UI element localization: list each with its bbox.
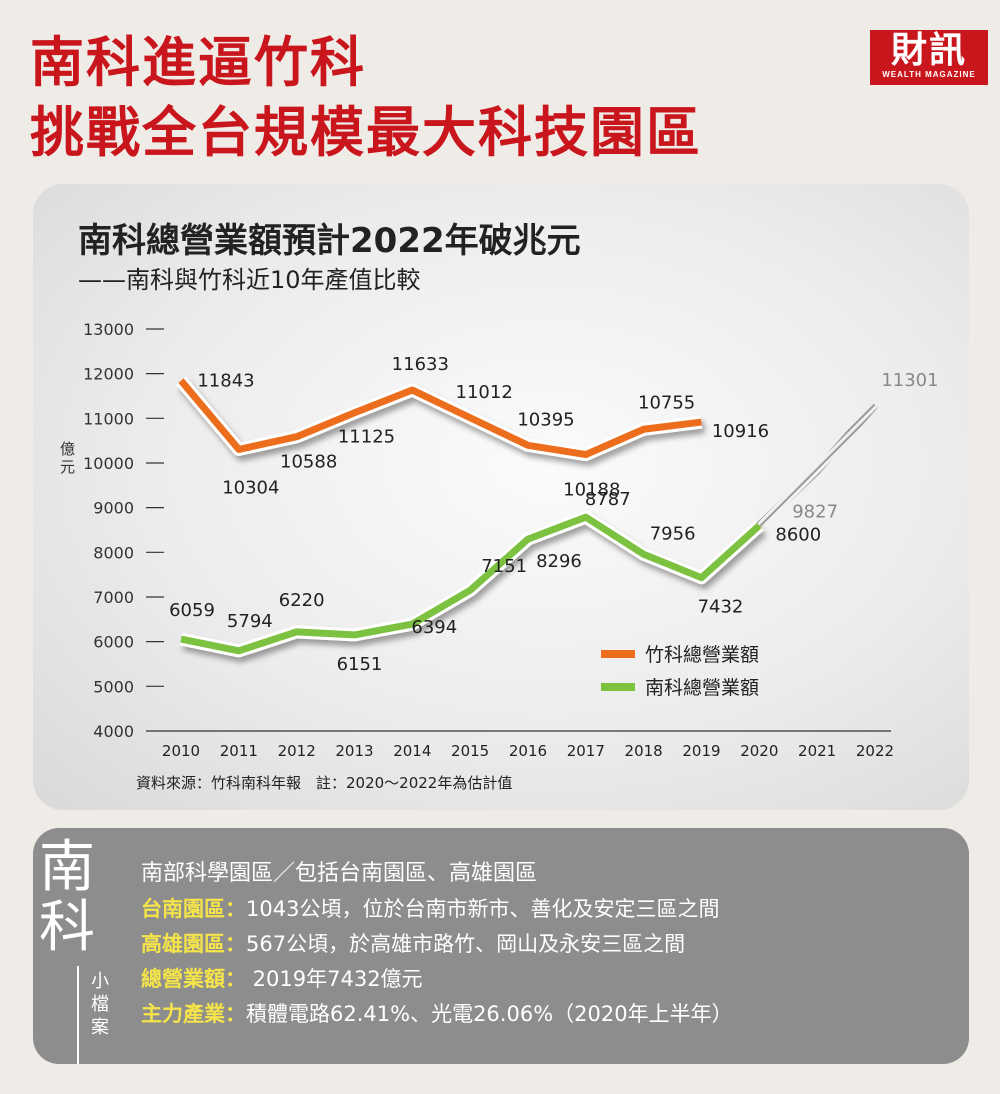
info-row: 台南園區：1043公頃，位於台南市新市、善化及安定三區之間 [141, 892, 733, 927]
series-line [178, 378, 702, 459]
y-axis-label-char: 億 [60, 440, 75, 458]
x-tick-label: 2017 [567, 742, 605, 760]
info-row-value: 積體電路62.41%、光電26.06%（2020年上半年） [246, 1002, 733, 1026]
info-row-key: 總營業額： [141, 967, 246, 991]
chart-title: 南科總營業額預計2022年破兆元 [78, 221, 581, 261]
series-line-group [179, 510, 764, 658]
y-tick-label: 7000 [93, 588, 134, 607]
y-tick-label: 6000 [93, 633, 134, 652]
info-row: 高雄園區：567公頃，於高雄市路竹、岡山及永安三區之間 [141, 927, 733, 962]
y-tick-label: 10000 [83, 454, 134, 473]
source-note: 資料來源：竹科南科年報 註：2020～2022年為估計值 [136, 774, 512, 792]
data-label: 6220 [279, 590, 325, 611]
x-tick-label: 2021 [798, 742, 836, 760]
x-tick-label: 2022 [856, 742, 894, 760]
x-tick-label: 2014 [393, 742, 431, 760]
headline: 南科進逼竹科 挑戰全台規模最大科技園區 [30, 28, 702, 168]
info-big-char-1: 南 [39, 835, 95, 900]
data-label: 10395 [517, 409, 574, 430]
info-rows: 南部科學園區／包括台南園區、高雄園區 台南園區：1043公頃，位於台南市新市、善… [141, 856, 733, 1032]
data-label: 8787 [585, 489, 631, 510]
data-label: 5794 [227, 611, 273, 632]
y-tick-label: 11000 [83, 409, 134, 428]
logo-english: WEALTH MAGAZINE [882, 70, 976, 79]
x-tick-label: 2019 [682, 742, 720, 760]
data-label: 8600 [775, 525, 821, 546]
legend-label: 竹科總營業額 [645, 644, 759, 666]
chart-subtitle: ——南科與竹科近10年產值比較 [78, 266, 421, 294]
info-row-key: 高雄園區： [141, 932, 246, 956]
info-row-value: 1043公頃，位於台南市新市、善化及安定三區之間 [246, 897, 720, 921]
info-row-value: 567公頃，於高雄市路竹、岡山及永安三區之間 [246, 932, 686, 956]
y-tick-label: 13000 [83, 320, 134, 339]
magazine-logo: 財訊 WEALTH MAGAZINE [870, 30, 988, 85]
y-tick-label: 4000 [93, 722, 134, 741]
y-axis: 4000 5000 6000 7000 8000 9000 10000 11000 12000 1… [83, 320, 164, 741]
x-axis: 2010 2011 2012 2013 2014 2015 2016 2017 2018 2019… [146, 730, 894, 760]
x-tick-label: 2015 [451, 742, 489, 760]
data-label: 10304 [222, 477, 279, 498]
y-tick-label: 9000 [93, 499, 134, 518]
info-small-char-3: 案 [91, 1017, 109, 1038]
y-tick-label: 12000 [83, 365, 134, 384]
legend-swatch [601, 683, 635, 691]
data-label: 11125 [338, 427, 395, 448]
data-label: 8296 [536, 551, 582, 572]
series-lines [176, 376, 878, 658]
data-label: 7956 [650, 523, 696, 544]
x-tick-label: 2020 [740, 742, 778, 760]
info-row-key: 台南園區： [141, 897, 246, 921]
data-label: 9827 [792, 502, 838, 523]
data-label: 11843 [197, 371, 254, 392]
headline-line-1: 南科進逼竹科 [30, 31, 366, 94]
x-tick-label: 2016 [509, 742, 547, 760]
data-label: 10755 [638, 392, 695, 413]
data-label: 10188 [563, 480, 620, 501]
info-small-char-2: 檔 [91, 994, 109, 1015]
info-row-value: 2019年7432億元 [246, 967, 423, 991]
x-tick-label: 2013 [335, 742, 373, 760]
data-label: 11012 [456, 382, 513, 403]
legend-swatch [601, 650, 635, 658]
series-line-estimated [756, 402, 878, 529]
legend-label: 南科總營業額 [645, 677, 759, 699]
info-row: 主力產業：積體電路62.41%、光電26.06%（2020年上半年） [141, 997, 733, 1032]
x-tick-label: 2010 [162, 742, 200, 760]
x-tick-label: 2012 [278, 742, 316, 760]
logo-chinese: 財訊 [890, 29, 967, 71]
info-divider [77, 966, 79, 1064]
series-line [180, 513, 762, 655]
info-big-char-2: 科 [39, 895, 95, 960]
data-label: 7432 [698, 597, 744, 618]
data-label: 11301 [881, 370, 938, 391]
info-small-char-1: 小 [91, 971, 109, 992]
data-label: 6059 [169, 600, 215, 621]
info-small-title: 小 檔 案 [89, 970, 111, 1039]
chart-card: 南科總營業額預計2022年破兆元 ——南科與竹科近10年產值比較 億元 4000… [33, 184, 969, 810]
y-tick-label: 8000 [93, 543, 134, 562]
info-heading: 南部科學園區／包括台南園區、高雄園區 [141, 861, 538, 886]
y-tick-label: 5000 [93, 677, 134, 696]
data-label: 11633 [392, 354, 449, 375]
data-label: 10916 [712, 421, 769, 442]
data-label: 6151 [337, 654, 383, 675]
data-label: 7151 [481, 556, 527, 577]
y-axis-label: 億元 [60, 440, 75, 476]
x-tick-label: 2011 [220, 742, 258, 760]
info-row-key: 主力產業： [141, 1002, 246, 1026]
x-tick-label: 2018 [625, 742, 663, 760]
series-line-group [176, 376, 703, 462]
info-row: 總營業額： 2019年7432億元 [141, 962, 733, 997]
info-panel: 南 科 小 檔 案 南部科學園區／包括台南園區、高雄園區 台南園區：1043公頃… [33, 828, 969, 1064]
info-big-title: 南 科 [33, 838, 101, 958]
headline-line-2: 挑戰全台規模最大科技園區 [30, 101, 702, 164]
data-label: 10588 [280, 452, 337, 473]
data-label: 6394 [411, 617, 457, 638]
line-chart: 南科總營業額預計2022年破兆元 ——南科與竹科近10年產值比較 億元 4000… [60, 221, 939, 792]
y-axis-label-char: 元 [60, 458, 75, 476]
